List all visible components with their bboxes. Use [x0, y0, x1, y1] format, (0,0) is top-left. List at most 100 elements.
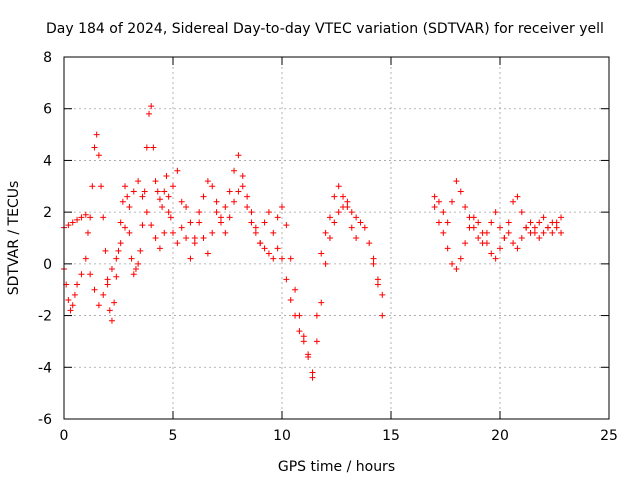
data-point	[540, 229, 547, 236]
data-point	[239, 183, 246, 190]
data-point	[274, 214, 281, 221]
data-point	[261, 219, 268, 226]
data-point	[95, 302, 102, 309]
data-point	[244, 203, 251, 210]
data-point	[100, 291, 107, 298]
data-point	[196, 219, 203, 226]
data-point	[305, 353, 312, 360]
data-point	[217, 219, 224, 226]
data-point	[226, 188, 233, 195]
data-point	[135, 178, 142, 185]
data-point	[252, 229, 259, 236]
data-point	[558, 214, 565, 221]
data-point	[132, 266, 139, 273]
data-point	[335, 209, 342, 216]
data-point	[95, 152, 102, 159]
data-point	[156, 196, 163, 203]
data-point	[122, 183, 129, 190]
data-point	[457, 255, 464, 262]
data-point	[449, 260, 456, 267]
y-tick-label: 2	[43, 205, 52, 221]
data-point	[69, 219, 76, 226]
data-point	[200, 235, 207, 241]
data-point	[549, 229, 556, 236]
data-point	[431, 203, 438, 210]
data-point	[492, 255, 499, 262]
data-point	[435, 219, 442, 226]
data-point	[128, 255, 135, 262]
data-point	[191, 240, 198, 247]
data-point	[143, 209, 150, 216]
data-point	[444, 219, 451, 226]
data-point	[108, 317, 115, 324]
y-tick-label: 8	[43, 50, 52, 66]
data-point	[326, 214, 333, 221]
data-point	[143, 144, 150, 151]
x-tick-label: 5	[169, 428, 178, 444]
data-point	[470, 214, 477, 221]
data-point	[74, 216, 81, 223]
data-point	[265, 250, 272, 257]
data-point	[135, 260, 142, 267]
data-point	[296, 328, 303, 335]
x-tick-label: 25	[600, 428, 618, 444]
data-point	[531, 224, 538, 231]
data-point	[440, 209, 447, 216]
data-point	[226, 214, 233, 221]
data-point	[318, 250, 325, 257]
data-point	[65, 297, 72, 304]
data-point	[370, 260, 377, 267]
data-point	[497, 245, 503, 252]
data-point	[283, 276, 290, 283]
data-point	[492, 209, 499, 216]
data-point	[514, 245, 521, 252]
data-point	[313, 338, 320, 345]
data-point	[479, 229, 486, 236]
data-point	[248, 219, 255, 226]
data-point	[331, 219, 338, 226]
data-point	[178, 224, 185, 231]
y-tick-label: 0	[43, 257, 52, 273]
data-point	[84, 229, 91, 236]
data-point	[146, 110, 153, 117]
data-point	[510, 198, 517, 205]
data-point	[209, 229, 216, 236]
data-point	[65, 222, 72, 229]
data-point	[124, 193, 131, 200]
data-point	[137, 247, 144, 254]
data-point	[497, 224, 503, 231]
data-point	[204, 178, 211, 185]
data-point	[71, 291, 78, 298]
data-point	[104, 281, 111, 288]
data-point	[200, 193, 207, 200]
data-point	[313, 312, 320, 319]
data-point	[257, 240, 264, 247]
data-point	[453, 266, 460, 273]
y-tick-label: -2	[38, 309, 52, 325]
data-point	[117, 219, 124, 226]
data-point	[98, 183, 105, 190]
data-point	[235, 188, 242, 195]
data-point	[108, 266, 115, 273]
data-point	[222, 229, 229, 236]
data-point	[518, 209, 525, 216]
data-point	[335, 183, 342, 190]
data-point	[279, 203, 285, 210]
data-point	[89, 183, 96, 190]
data-point	[69, 302, 76, 309]
data-point	[248, 209, 255, 216]
data-point	[274, 245, 281, 252]
data-point	[156, 245, 163, 252]
data-point	[435, 198, 442, 205]
data-point	[340, 193, 347, 200]
series-track-b	[61, 167, 386, 381]
data-point	[453, 178, 460, 185]
data-point	[553, 224, 560, 231]
data-point	[209, 183, 216, 190]
data-point	[126, 229, 133, 236]
data-point	[87, 271, 94, 278]
data-point	[287, 297, 294, 304]
data-point	[370, 255, 377, 262]
data-point	[505, 229, 512, 236]
